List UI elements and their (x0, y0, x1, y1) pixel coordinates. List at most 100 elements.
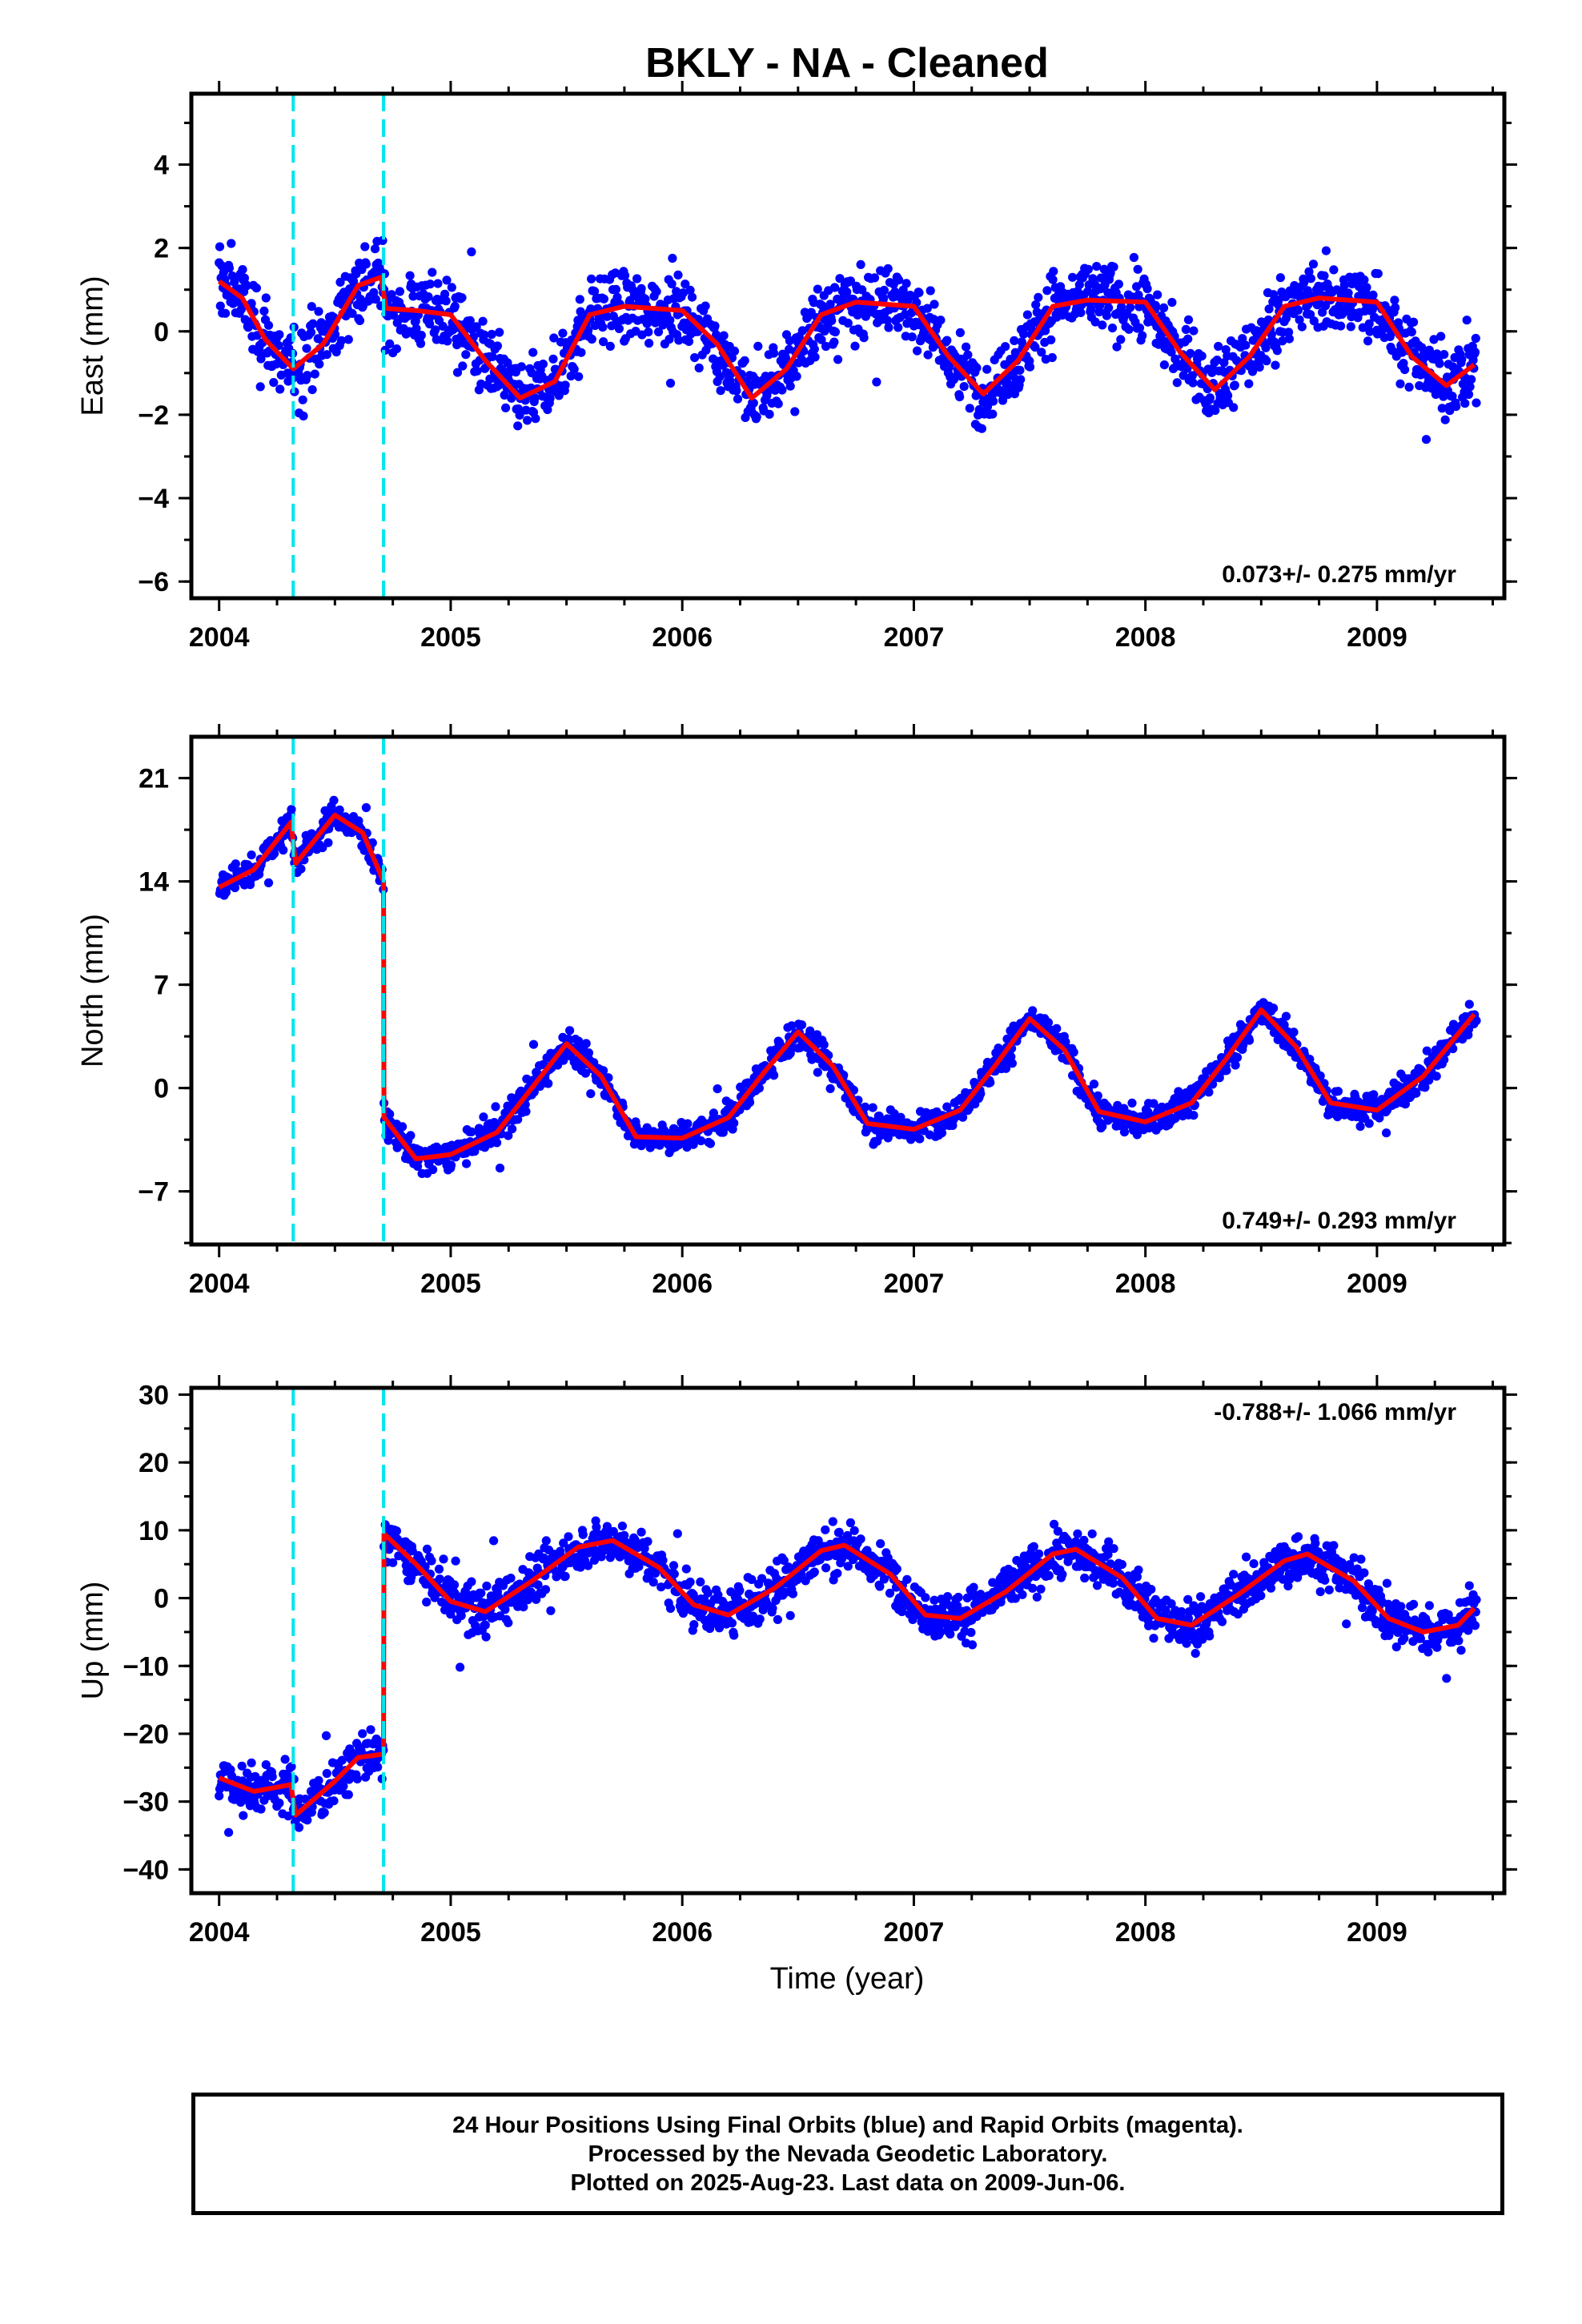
data-point (1104, 1537, 1114, 1546)
data-point (883, 263, 893, 274)
data-point (988, 409, 998, 419)
data-point (685, 285, 695, 295)
data-point (697, 1136, 706, 1146)
data-point (1373, 269, 1383, 279)
data-point (559, 1538, 568, 1548)
data-point (217, 261, 227, 271)
data-point (541, 1536, 551, 1546)
data-point (347, 308, 357, 318)
y-tick-label: 4 (154, 151, 169, 181)
data-point (1279, 1020, 1289, 1030)
data-point (314, 307, 323, 316)
data-point (813, 1068, 822, 1077)
data-point (740, 356, 749, 365)
data-point (398, 1122, 408, 1132)
data-point (560, 1571, 570, 1581)
data-point (427, 1556, 436, 1566)
data-point (546, 1606, 556, 1615)
data-point (1255, 362, 1264, 372)
x-tick-label: 2006 (652, 1269, 713, 1299)
data-point (1010, 1594, 1020, 1603)
data-point (1421, 435, 1431, 444)
data-point (690, 353, 700, 363)
data-point (1183, 334, 1193, 344)
data-point (915, 1134, 925, 1144)
data-point (982, 364, 992, 374)
data-point (599, 337, 608, 347)
data-point (416, 331, 426, 340)
data-point (1219, 358, 1229, 368)
data-point (967, 1640, 978, 1650)
data-point (678, 288, 689, 298)
data-point (564, 1532, 573, 1542)
data-point (1030, 342, 1040, 352)
data-point (1429, 335, 1439, 344)
data-point (715, 372, 725, 381)
data-point (300, 1794, 310, 1804)
data-point (665, 1603, 676, 1613)
data-point (787, 1021, 797, 1031)
data-point (1001, 342, 1010, 352)
data-point (308, 319, 318, 328)
data-point (879, 285, 889, 296)
data-point (843, 1562, 853, 1571)
data-point (1079, 1535, 1089, 1545)
data-point (335, 805, 344, 814)
data-point (275, 384, 285, 394)
data-point (230, 883, 240, 893)
data-point (1116, 335, 1126, 344)
data-point (727, 1618, 737, 1628)
data-point (500, 390, 509, 400)
data-point (684, 336, 694, 346)
data-point (833, 1569, 842, 1578)
x-tick-label: 2004 (189, 1269, 250, 1299)
data-point (428, 267, 437, 277)
data-point (1306, 274, 1315, 283)
data-point (733, 394, 743, 404)
data-point (605, 341, 615, 351)
data-point (1103, 1550, 1113, 1559)
data-point (926, 286, 935, 296)
data-point (777, 385, 787, 395)
data-point (215, 242, 225, 251)
data-point (705, 1139, 716, 1148)
data-point (849, 1526, 859, 1535)
data-point (1007, 1059, 1017, 1068)
data-point (412, 324, 421, 333)
data-point (879, 294, 889, 304)
data-point (1146, 1585, 1156, 1594)
data-point (834, 1527, 844, 1537)
data-point (1368, 290, 1378, 300)
data-point (1460, 399, 1470, 408)
data-point (1431, 1072, 1441, 1081)
data-point (256, 1804, 266, 1814)
data-point (1457, 355, 1467, 364)
data-point (329, 795, 339, 806)
data-point (1247, 367, 1258, 376)
data-point (385, 1109, 395, 1119)
y-tick-label: 0 (154, 317, 169, 348)
data-point (1232, 1052, 1243, 1063)
data-point (472, 366, 482, 376)
data-point (458, 361, 468, 371)
data-point (955, 328, 965, 337)
data-point (1452, 402, 1461, 412)
data-point (548, 354, 558, 364)
data-point (298, 395, 307, 404)
data-point (267, 1772, 277, 1782)
data-point (1465, 382, 1475, 392)
y-tick-label: 21 (139, 764, 169, 794)
data-point (472, 322, 481, 332)
data-point (1117, 1560, 1126, 1570)
data-point (1284, 328, 1294, 337)
data-point (1106, 1559, 1115, 1569)
data-point (302, 344, 311, 353)
data-point (1161, 1606, 1170, 1615)
data-point (719, 331, 729, 340)
data-point (817, 335, 826, 344)
data-point (1247, 360, 1257, 369)
plot-frame-north (189, 734, 1507, 1247)
data-point (358, 1729, 367, 1739)
data-point (215, 1791, 224, 1801)
data-point (1274, 296, 1283, 305)
